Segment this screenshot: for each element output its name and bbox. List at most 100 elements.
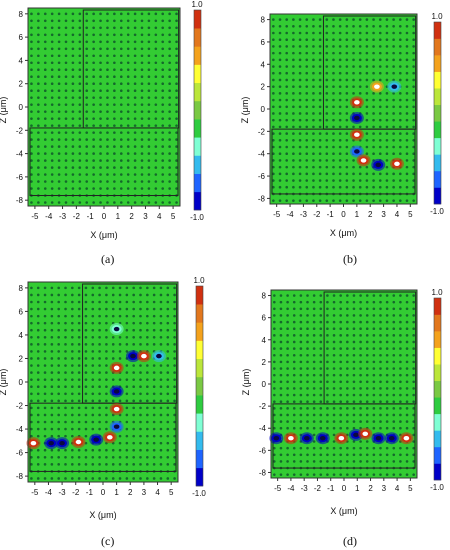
- lattice-hole: [133, 201, 137, 204]
- lattice-hole: [175, 103, 178, 106]
- lattice-hole: [92, 173, 95, 176]
- lattice-hole: [159, 300, 163, 304]
- lattice-hole: [319, 460, 323, 463]
- lattice-hole: [332, 360, 336, 364]
- lattice-hole: [332, 453, 336, 457]
- lattice-hole: [398, 31, 402, 35]
- lattice-hole: [325, 105, 329, 109]
- lattice-hole: [325, 92, 329, 95]
- lattice-hole: [175, 201, 178, 204]
- lattice-hole: [71, 187, 75, 190]
- lattice-hole: [71, 286, 74, 290]
- lattice-hole: [118, 350, 122, 353]
- lattice-hole: [272, 132, 275, 135]
- lattice-hole: [332, 473, 336, 476]
- lattice-hole: [285, 92, 289, 95]
- lattice-hole: [85, 124, 89, 127]
- lattice-hole: [85, 61, 89, 65]
- lattice-hole: [152, 406, 156, 410]
- lattice-hole: [379, 380, 382, 384]
- lattice-hole: [358, 185, 362, 189]
- lattice-hole: [166, 321, 170, 325]
- lattice-hole: [358, 24, 362, 28]
- lattice-hole: [273, 380, 276, 384]
- lattice-hole: [64, 300, 67, 304]
- lattice-hole: [359, 440, 362, 443]
- lattice-hole: [299, 300, 303, 304]
- lattice-hole: [57, 364, 60, 367]
- lattice-hole: [43, 33, 47, 37]
- lattice-hole: [43, 61, 47, 65]
- lattice-hole: [379, 320, 382, 324]
- lattice-hole: [126, 159, 130, 162]
- lattice-hole: [352, 172, 355, 176]
- lattice-hole: [118, 399, 122, 403]
- lattice-hole: [379, 353, 382, 357]
- lattice-hole: [161, 54, 165, 58]
- lattice-hole: [30, 117, 33, 120]
- lattice-hole: [126, 12, 130, 16]
- lattice-hole: [332, 400, 336, 403]
- lattice-hole: [352, 185, 355, 189]
- lattice-hole: [392, 413, 396, 417]
- lattice-hole: [412, 118, 415, 122]
- lattice-hole: [30, 180, 33, 183]
- lattice-hole: [352, 65, 355, 68]
- lattice-hole: [37, 201, 40, 204]
- lattice-hole: [159, 293, 163, 297]
- lattice-hole: [161, 19, 165, 23]
- lattice-hole: [378, 145, 382, 149]
- field-hotspot-core: [388, 435, 395, 441]
- lattice-hole: [50, 463, 54, 466]
- lattice-hole: [84, 307, 88, 311]
- lattice-hole: [325, 172, 329, 176]
- lattice-hole: [146, 343, 149, 346]
- lattice-hole: [78, 26, 82, 30]
- lattice-hole: [77, 364, 81, 367]
- lattice-hole: [273, 453, 276, 457]
- lattice-hole: [318, 51, 322, 55]
- lattice-hole: [412, 105, 415, 109]
- lattice-hole: [352, 24, 355, 28]
- lattice-hole: [50, 413, 54, 417]
- field-hotspot-core: [354, 100, 360, 105]
- lattice-hole: [154, 173, 158, 176]
- lattice-hole: [319, 407, 323, 410]
- lattice-hole: [339, 407, 342, 410]
- lattice-hole: [64, 117, 68, 120]
- lattice-hole: [305, 85, 309, 88]
- lattice-hole: [412, 165, 415, 169]
- lattice-hole: [312, 294, 316, 297]
- lattice-hole: [30, 61, 33, 65]
- lattice-hole: [326, 446, 329, 450]
- lattice-hole: [292, 473, 296, 476]
- lattice-hole: [298, 71, 302, 75]
- lattice-hole: [57, 350, 60, 353]
- lattice-hole: [332, 334, 336, 337]
- lattice-hole: [412, 18, 415, 21]
- lattice-hole: [173, 399, 176, 403]
- lattice-hole: [299, 314, 303, 317]
- lattice-hole: [99, 12, 102, 16]
- lattice-hole: [106, 110, 109, 113]
- lattice-hole: [159, 321, 163, 325]
- x-tick-label: -3: [301, 484, 309, 493]
- lattice-hole: [299, 426, 303, 430]
- lattice-hole: [312, 413, 316, 417]
- lattice-hole: [133, 103, 137, 106]
- lattice-hole: [285, 31, 289, 35]
- lattice-hole: [113, 103, 116, 106]
- lattice-hole: [278, 18, 282, 21]
- lattice-hole: [286, 420, 289, 423]
- field-hotspot-core: [273, 435, 280, 441]
- lattice-hole: [358, 172, 362, 176]
- lattice-hole: [339, 426, 342, 430]
- lattice-hole: [92, 47, 95, 51]
- lattice-hole: [405, 118, 409, 122]
- lattice-hole: [365, 45, 369, 48]
- lattice-hole: [292, 380, 296, 384]
- lattice-hole: [99, 40, 102, 44]
- lattice-hole: [140, 68, 144, 72]
- lattice-hole: [71, 117, 75, 120]
- lattice-hole: [71, 131, 75, 134]
